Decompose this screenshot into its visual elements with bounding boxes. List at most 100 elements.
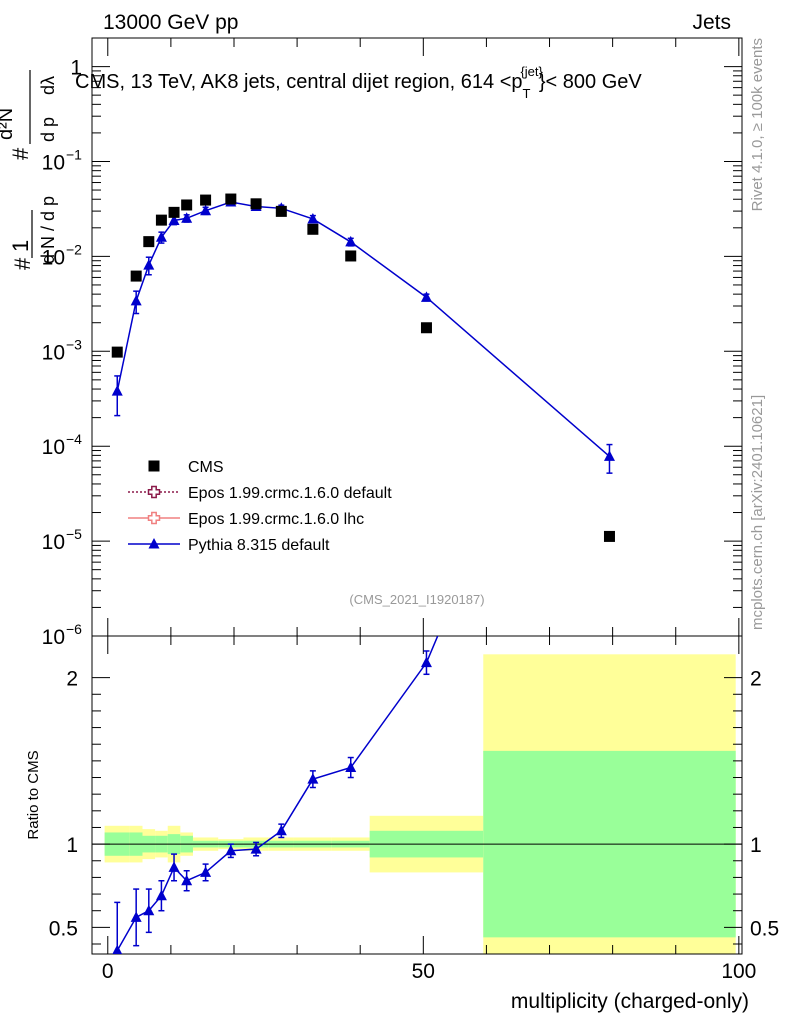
y-tick-label-exponent: −4 xyxy=(66,431,82,447)
ratio-y-tick-label: 1 xyxy=(66,834,78,857)
legend-item: CMS xyxy=(148,459,224,476)
pythia-ratio-point xyxy=(345,761,357,773)
pythia-ratio-point xyxy=(225,844,237,856)
pythia-ratio-point xyxy=(143,904,155,916)
ratio-y-tick-label-right: 0.5 xyxy=(750,917,779,940)
pythia-point xyxy=(200,204,212,216)
x-tick-label: 0 xyxy=(102,960,114,983)
y-tick-label: 10 xyxy=(42,436,65,459)
legend-item: Epos 1.99.crmc.1.6.0 default xyxy=(128,485,392,502)
cms-point xyxy=(250,198,262,210)
cms-point xyxy=(143,236,155,248)
ratio-panel: 0.5 0.5 1 1 2 2 0 50 100 xyxy=(49,222,779,983)
ratio-y-tick-label-right: 2 xyxy=(750,668,762,691)
cms-point xyxy=(307,223,319,235)
main-y-axis-label: # 1 d N / d p # d²N d p dλ xyxy=(0,70,58,270)
cms-point xyxy=(168,206,180,218)
plot-title-sup: {jet} xyxy=(520,64,543,79)
rivet-version-label: Rivet 4.1.0, ≥ 100k events xyxy=(749,38,766,211)
ratio-tick-labels: 0.5 0.5 1 1 2 2 0 50 100 xyxy=(49,668,779,983)
y-tick-label-exponent: −3 xyxy=(66,336,82,352)
legend-marker xyxy=(148,460,160,472)
y-tick-label-exponent: −5 xyxy=(66,526,82,542)
svg-text:dλ: dλ xyxy=(38,76,58,95)
svg-text:1: 1 xyxy=(8,240,33,252)
cms-point xyxy=(181,199,193,211)
mcplots-label: mcplots.cern.ch [arXiv:2401.10621] xyxy=(749,395,766,630)
legend-label: Epos 1.99.crmc.1.6.0 default xyxy=(188,485,392,502)
pythia-point xyxy=(168,214,180,225)
pythia-ratio-point xyxy=(168,861,180,872)
y-tick-label: 1 xyxy=(70,57,82,80)
pythia-ratio-point xyxy=(420,656,432,668)
y-tick-label: 10 xyxy=(42,341,65,364)
cms-point xyxy=(155,214,167,226)
cms-point xyxy=(130,270,142,282)
svg-text:d²N: d²N xyxy=(0,108,17,140)
pythia-ratio-series xyxy=(112,222,615,954)
header-process-label: Jets xyxy=(692,11,731,34)
pythia-ratio-point xyxy=(155,889,167,901)
legend-label: Pythia 8.315 default xyxy=(188,537,330,554)
pythia-line xyxy=(116,201,610,457)
pythia-point xyxy=(130,294,142,306)
main-plot-tick-labels: 10 −610 −510 −410 −310 −210 −11 xyxy=(42,57,83,649)
pythia-point xyxy=(143,259,155,270)
pythia-ratio-point xyxy=(604,222,615,233)
ratio-plot-frame xyxy=(91,635,743,955)
pythia-point xyxy=(155,231,167,242)
cms-point xyxy=(111,346,123,358)
legend-marker xyxy=(147,485,161,499)
svg-text:#: # xyxy=(8,147,33,160)
pythia-point xyxy=(603,450,615,461)
legend-label: CMS xyxy=(188,459,224,476)
legend-marker xyxy=(148,538,160,549)
legend-label: Epos 1.99.crmc.1.6.0 lhc xyxy=(188,511,364,528)
pythia-ratio-point xyxy=(200,866,212,877)
plot-title-sub: T xyxy=(523,86,531,101)
y-tick-label-exponent: −6 xyxy=(66,621,82,637)
y-tick-label: 10 xyxy=(42,151,65,174)
svg-text:d N / d p: d N / d p xyxy=(38,196,58,264)
pythia-ratio-point xyxy=(275,824,287,836)
ratio-y-tick-label: 0.5 xyxy=(49,917,78,940)
pythia-ratio-line xyxy=(116,636,439,952)
cms-point xyxy=(200,194,212,206)
svg-text:d p: d p xyxy=(38,117,58,142)
pythia-point xyxy=(345,235,357,247)
pythia-ratio-point xyxy=(181,874,193,886)
pythia-ratio-clipped xyxy=(112,222,615,954)
y-tick-label: 10 xyxy=(42,531,65,554)
y-tick-label: 10 xyxy=(42,626,65,649)
cms-point xyxy=(345,250,357,262)
pythia-point xyxy=(307,212,319,224)
y-tick-label: 10 xyxy=(42,246,65,269)
header-energy-label: 13000 GeV pp xyxy=(103,11,238,34)
svg-text:#: # xyxy=(10,257,35,270)
pythia-ratio-point xyxy=(112,944,123,954)
x-tick-label: 100 xyxy=(721,960,756,983)
cms-point xyxy=(603,530,615,542)
legend: CMS Epos 1.99.crmc.1.6.0 default Epos 1.99… xyxy=(128,459,392,554)
pythia-ratio-point xyxy=(307,773,319,784)
ratio-ticks xyxy=(92,636,742,954)
plot-title: CMS, 13 TeV, AK8 jets, central dijet reg… xyxy=(75,64,642,101)
ratio-y-tick-label-right: 1 xyxy=(750,834,762,857)
pythia-ratio-point xyxy=(130,911,142,922)
legend-item: Pythia 8.315 default xyxy=(128,537,330,554)
legend-marker xyxy=(147,511,161,525)
cms-uncertainty-bands xyxy=(104,654,736,954)
cms-point xyxy=(225,193,237,205)
pythia-point xyxy=(420,291,432,302)
y-tick-label-exponent: −1 xyxy=(66,146,82,162)
x-axis-label: multiplicity (charged-only) xyxy=(511,990,749,1013)
legend-item: Epos 1.99.crmc.1.6.0 lhc xyxy=(128,511,364,528)
plot-title-tail: }< 800 GeV xyxy=(539,71,643,93)
pythia-point xyxy=(181,212,193,223)
ratio-y-tick-label: 2 xyxy=(66,668,78,691)
cms-data-series xyxy=(111,193,615,542)
ratio-y-axis-label: Ratio to CMS xyxy=(25,750,42,839)
plot-title-main: CMS, 13 TeV, AK8 jets, central dijet reg… xyxy=(75,71,523,93)
